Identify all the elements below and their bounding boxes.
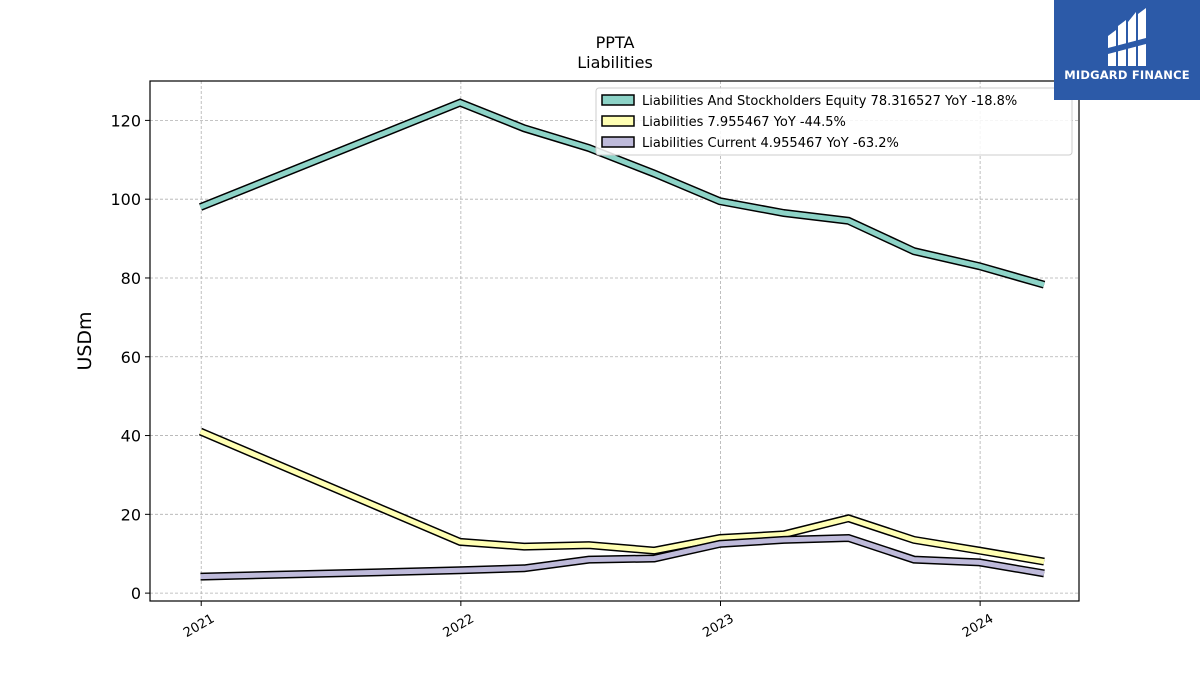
y-tick-label: 40 bbox=[121, 427, 141, 446]
x-tick-label: 2024 bbox=[960, 611, 996, 641]
series-line-3 bbox=[200, 535, 1045, 580]
y-axis-label: USDm bbox=[74, 311, 96, 370]
series-line-1 bbox=[199, 100, 1045, 288]
legend-label-1: Liabilities And Stockholders Equity 78.3… bbox=[642, 94, 1017, 109]
legend-label-3: Liabilities Current 4.955467 YoY -63.2% bbox=[642, 136, 899, 151]
y-tick-label: 0 bbox=[131, 584, 141, 603]
x-axis: 2021 2022 2023 2024 bbox=[181, 601, 996, 641]
y-tick-label: 20 bbox=[121, 505, 141, 524]
brand-logo: MIDGARD FINANCE bbox=[1054, 0, 1200, 100]
series-line-2 bbox=[199, 429, 1045, 565]
y-axis: 0 20 40 60 80 100 120 bbox=[110, 111, 150, 603]
y-tick-label: 60 bbox=[121, 348, 141, 367]
y-tick-label: 80 bbox=[121, 269, 141, 288]
legend-swatch-2 bbox=[601, 115, 635, 127]
legend-label-2: Liabilities 7.955467 YoY -44.5% bbox=[642, 115, 846, 130]
x-tick-label: 2021 bbox=[181, 611, 217, 641]
x-tick-label: 2023 bbox=[700, 611, 736, 641]
midgard-logo-icon bbox=[1108, 8, 1146, 66]
legend-swatch-3 bbox=[601, 136, 635, 148]
legend-box bbox=[595, 87, 1073, 156]
legend: Liabilities And Stockholders Equity 78.3… bbox=[595, 87, 1073, 156]
chart-title: PPTA bbox=[596, 33, 635, 52]
grid bbox=[150, 81, 1079, 601]
chart-subtitle: Liabilities bbox=[577, 53, 653, 72]
legend-swatch-1 bbox=[601, 94, 635, 106]
y-tick-label: 120 bbox=[110, 111, 141, 130]
y-tick-label: 100 bbox=[110, 190, 141, 209]
x-tick-label: 2022 bbox=[441, 611, 477, 641]
brand-name: MIDGARD FINANCE bbox=[1064, 68, 1190, 82]
series-layer bbox=[198, 98, 1046, 581]
plot-frame bbox=[149, 80, 1080, 602]
